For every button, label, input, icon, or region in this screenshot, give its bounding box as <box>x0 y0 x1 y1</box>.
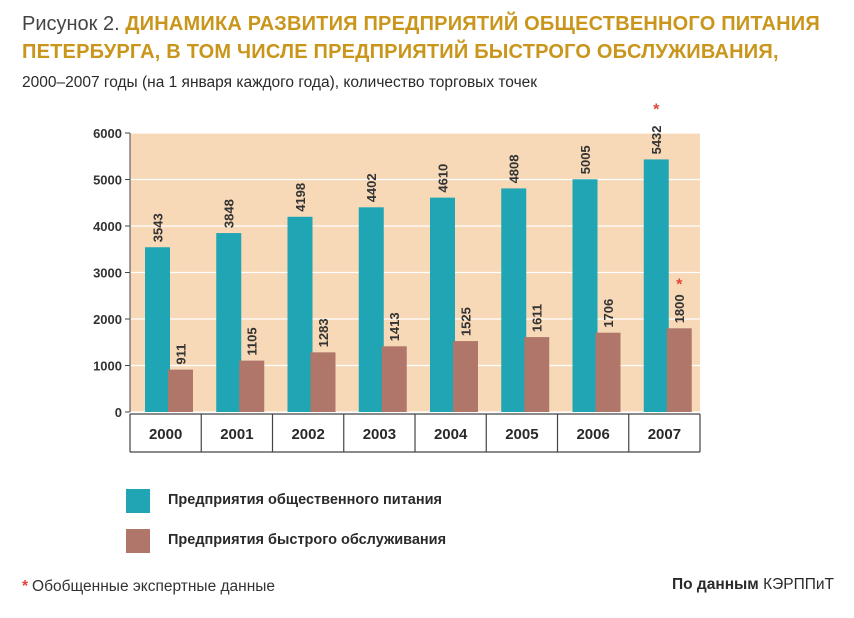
y-tick-label: 4000 <box>93 219 122 234</box>
legend-label-series2: Предприятия быстрого обслуживания <box>168 532 447 548</box>
source-org: КЭРППиТ <box>763 576 834 593</box>
data-label-series2: 1706 <box>601 299 616 328</box>
bar-series1 <box>145 247 170 412</box>
y-tick-label: 1000 <box>93 359 122 374</box>
data-label-series1: 4610 <box>436 164 451 193</box>
y-tick-label: 2000 <box>93 312 122 327</box>
legend-swatch-series2 <box>126 529 150 553</box>
y-tick-label: 3000 <box>93 266 122 281</box>
x-tick-label: 2002 <box>291 426 324 443</box>
data-label-series1: 3543 <box>151 213 166 242</box>
data-label-series1: 4402 <box>364 173 379 202</box>
legend-label-series1: Предприятия общественного питания <box>168 492 442 508</box>
data-label-series2: 911 <box>174 344 189 365</box>
chart-title: Рисунок 2. ДИНАМИКА РАЗВИТИЯ ПРЕДПРИЯТИЙ… <box>22 10 842 66</box>
bar-series2 <box>453 341 478 412</box>
data-label-series1: 5005 <box>578 145 593 174</box>
bar-series2 <box>524 337 550 412</box>
bar-series1 <box>216 233 242 412</box>
x-tick-label: 2001 <box>220 426 253 443</box>
data-label-series2: 1283 <box>316 318 331 347</box>
bar-series2 <box>239 360 265 412</box>
data-label-series1: 4808 <box>507 155 522 184</box>
bar-series2 <box>381 346 407 412</box>
x-tick-label: 2003 <box>363 426 396 443</box>
bar-series2 <box>168 369 193 412</box>
title-main: ДИНАМИКА РАЗВИТИЯ ПРЕДПРИЯТИЙ ОБЩЕСТВЕНН… <box>22 13 820 63</box>
source-lead: По данным <box>671 576 759 593</box>
bar-series1 <box>287 216 313 412</box>
y-tick-label: 0 <box>115 405 122 420</box>
figure-number: Рисунок 2. <box>22 13 120 35</box>
data-label-series2: 1105 <box>245 327 260 355</box>
x-tick-label: 2005 <box>505 426 538 443</box>
bar-series1 <box>430 197 455 412</box>
x-tick-label: 2004 <box>434 426 468 443</box>
footnote: * Обобщенные экспертные данные <box>22 578 275 596</box>
source-credit: По данным КЭРППиТ <box>672 576 834 594</box>
chart-subtitle: 2000–2007 годы (на 1 января каждого года… <box>22 74 538 91</box>
legend-swatch-series1 <box>126 489 150 513</box>
estimate-asterisk: * <box>653 101 660 118</box>
estimate-asterisk: * <box>676 276 683 293</box>
bar-series1 <box>358 207 384 412</box>
bar-series1 <box>501 188 527 412</box>
x-tick-label: 2006 <box>576 426 609 443</box>
x-tick-label: 2007 <box>648 426 681 443</box>
data-label-series2: 1525 <box>459 307 474 336</box>
bar-series1 <box>572 179 598 412</box>
footnote-asterisk: * <box>22 578 29 595</box>
bar-series2 <box>666 328 692 412</box>
bar-series2 <box>310 352 336 412</box>
y-tick-label: 6000 <box>93 126 122 141</box>
x-tick-label: 2000 <box>149 426 182 443</box>
bar-series2 <box>595 332 621 412</box>
data-label-series1: 4198 <box>293 183 308 212</box>
data-label-series1: 5432 <box>649 125 664 154</box>
data-label-series2: 1611 <box>530 304 545 332</box>
bar-series1 <box>643 159 669 412</box>
footnote-text: Обобщенные экспертные данные <box>32 578 276 595</box>
y-tick-label: 5000 <box>93 173 122 188</box>
data-label-series1: 3848 <box>222 199 237 228</box>
data-label-series2: 1413 <box>387 312 402 341</box>
data-label-series2: 1800 <box>672 294 687 323</box>
